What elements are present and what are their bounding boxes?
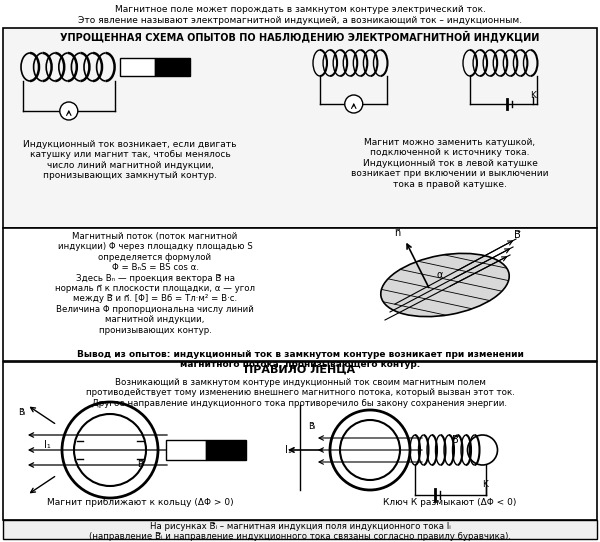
- Text: Ключ К размыкают (ΔΦ < 0): Ключ К размыкают (ΔΦ < 0): [383, 498, 517, 507]
- Text: B⃗: B⃗: [137, 460, 143, 469]
- Circle shape: [467, 435, 497, 465]
- Ellipse shape: [340, 420, 400, 480]
- Text: I₁: I₁: [284, 445, 292, 455]
- Text: n⃗: n⃗: [394, 228, 400, 238]
- Text: I₁: I₁: [44, 440, 50, 450]
- Text: K: K: [482, 480, 488, 489]
- Bar: [3, 362, 597, 520]
- Text: N: N: [133, 59, 141, 69]
- Bar: [206, 440, 246, 460]
- Circle shape: [60, 102, 78, 120]
- Text: Магнитный поток (поток магнитной
индукции) Φ через площадку площадью S
определяе: Магнитный поток (поток магнитной индукци…: [55, 232, 255, 334]
- Text: α: α: [437, 270, 443, 280]
- Text: На рисунках B⃗ᵢ – магнитная индукция поля индукционного тока Iᵢ: На рисунках B⃗ᵢ – магнитная индукция пол…: [149, 522, 451, 531]
- Text: S: S: [222, 442, 230, 452]
- Bar: [166, 440, 206, 460]
- Text: ПРАВИЛО ЛЕНЦА: ПРАВИЛО ЛЕНЦА: [244, 365, 356, 375]
- Text: Индукционный ток возникает, если двигать
катушку или магнит так, чтобы менялось
: Индукционный ток возникает, если двигать…: [23, 140, 237, 180]
- Text: N: N: [181, 442, 191, 452]
- Text: Магнит приближают к кольцу (ΔΦ > 0): Магнит приближают к кольцу (ΔΦ > 0): [47, 498, 233, 507]
- Text: B⃗: B⃗: [452, 435, 458, 445]
- Ellipse shape: [62, 402, 158, 498]
- Text: B⃗ᵢ: B⃗ᵢ: [19, 408, 26, 417]
- Ellipse shape: [381, 253, 509, 317]
- Text: УПРОЩЕННАЯ СХЕМА ОПЫТОВ ПО НАБЛЮДЕНИЮ ЭЛЕКТРОМАГНИТНОЙ ИНДУКЦИИ: УПРОЩЕННАЯ СХЕМА ОПЫТОВ ПО НАБЛЮДЕНИЮ ЭЛ…: [61, 31, 539, 43]
- Text: B⃗ᵢ: B⃗ᵢ: [308, 422, 316, 431]
- Text: Магнит можно заменить катушкой,
подключенной к источнику тока.
Индукционный ток : Магнит можно заменить катушкой, подключе…: [351, 138, 549, 189]
- Bar: [155, 58, 190, 76]
- Ellipse shape: [74, 414, 146, 486]
- Text: Магнитное поле может порождать в замкнутом контуре электрический ток.: Магнитное поле может порождать в замкнут…: [115, 5, 485, 14]
- Ellipse shape: [330, 410, 410, 490]
- Bar: [3, 520, 597, 539]
- Bar: [3, 28, 597, 228]
- Text: Вывод из опытов: индукционный ток в замкнутом контуре возникает при изменении
ма: Вывод из опытов: индукционный ток в замк…: [77, 350, 523, 370]
- Bar: [3, 228, 597, 361]
- Text: Возникающий в замкнутом контуре индукционный ток своим магнитным полем
противоде: Возникающий в замкнутом контуре индукцио…: [86, 378, 514, 408]
- Text: (направление B⃗ᵢ и направление индукционного тока связаны согласно правилу бурав: (направление B⃗ᵢ и направление индукцион…: [89, 532, 511, 541]
- Text: Это явление называют электромагнитной индукцией, а возникающий ток – индукционны: Это явление называют электромагнитной ин…: [78, 16, 522, 25]
- Bar: [119, 58, 155, 76]
- Text: S: S: [169, 59, 176, 69]
- Circle shape: [345, 95, 363, 113]
- Text: K: K: [530, 91, 536, 100]
- Text: B⃗: B⃗: [514, 230, 520, 240]
